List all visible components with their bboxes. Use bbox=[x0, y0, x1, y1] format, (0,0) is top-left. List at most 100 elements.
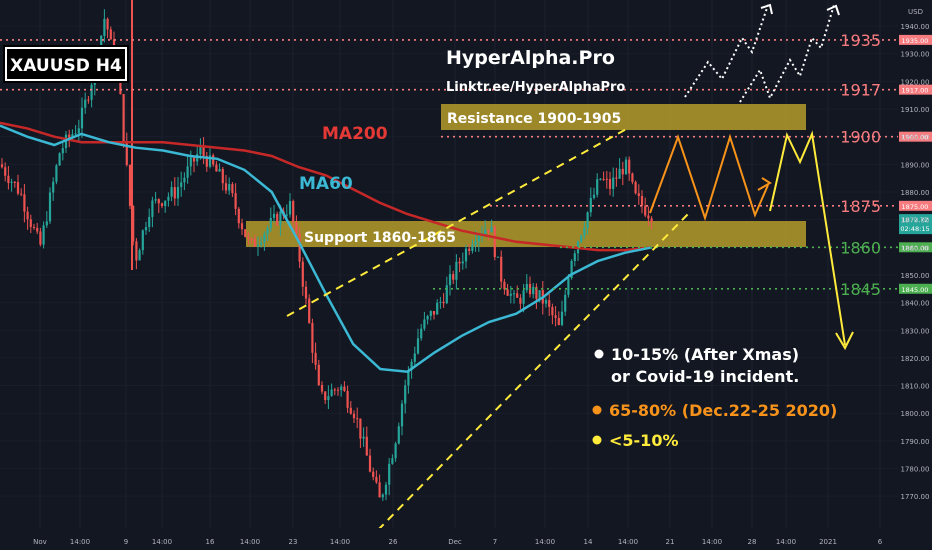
price-tick: 1870.00 bbox=[901, 217, 930, 225]
candle-body bbox=[71, 134, 74, 138]
candle-body bbox=[0, 164, 4, 168]
candle-body bbox=[484, 229, 487, 234]
candle-body bbox=[154, 199, 157, 201]
candle-body bbox=[148, 216, 151, 228]
level-tag-text-1845: 1845.00 bbox=[902, 286, 929, 294]
level-tag-1860 bbox=[899, 242, 932, 253]
candle-body bbox=[39, 231, 42, 245]
candle-body bbox=[637, 193, 640, 196]
candle-body bbox=[263, 233, 266, 243]
candle-body bbox=[180, 182, 183, 188]
candle-body bbox=[23, 194, 26, 212]
candle-body bbox=[231, 184, 234, 194]
candle-body bbox=[372, 471, 375, 477]
candle-body bbox=[477, 235, 480, 242]
candle-body bbox=[304, 286, 308, 299]
candle-body bbox=[224, 183, 228, 191]
watermark-title: HyperAlpha.Pro bbox=[446, 47, 615, 69]
candle-body bbox=[109, 29, 112, 40]
candle-body bbox=[138, 250, 141, 261]
orange-scenario-path bbox=[649, 133, 769, 222]
candle-body bbox=[388, 463, 391, 485]
time-axis: Nov 14:00 9 14:00 16 14:00 23 14:00 26 Dec 7 14:00 1… bbox=[0, 528, 932, 550]
time-tick: 14:00 bbox=[776, 538, 796, 546]
candle-body bbox=[333, 389, 336, 391]
level-label-1917: 1917 bbox=[840, 81, 881, 100]
watermark-link: Linktr.ee/HyperAlphaPro bbox=[446, 80, 625, 95]
candle-body bbox=[84, 99, 87, 108]
candle-body bbox=[442, 301, 445, 304]
candle-body bbox=[247, 236, 250, 239]
time-tick: 6 bbox=[878, 538, 883, 546]
candle-body bbox=[244, 229, 247, 237]
candle-body bbox=[608, 179, 612, 189]
candle-body bbox=[468, 248, 471, 251]
candle-body bbox=[580, 235, 583, 242]
candle-body bbox=[135, 241, 138, 261]
candle-body bbox=[269, 217, 272, 228]
lower-trendline bbox=[377, 211, 691, 531]
candle-body bbox=[544, 300, 548, 304]
symbol-label: XAUUSD H4 bbox=[10, 56, 122, 76]
candle-body bbox=[573, 253, 576, 261]
time-axis-bg bbox=[0, 528, 932, 550]
candle-body bbox=[567, 278, 570, 295]
candle-body bbox=[420, 328, 423, 339]
candle-body bbox=[55, 165, 58, 182]
candle-body bbox=[4, 167, 7, 176]
chart-grid bbox=[39, 0, 881, 528]
candle-body bbox=[365, 436, 368, 456]
candle-body bbox=[212, 155, 215, 165]
candle-body bbox=[640, 195, 644, 206]
candle-body bbox=[461, 261, 464, 264]
candle-body bbox=[228, 184, 231, 191]
candle-body bbox=[407, 370, 410, 386]
price-tick: 1880.00 bbox=[901, 189, 930, 197]
symbol-label-inner bbox=[7, 49, 125, 79]
price-tick: 1810.00 bbox=[901, 383, 930, 391]
price-tick: 1800.00 bbox=[901, 410, 930, 418]
time-tick: 14:00 bbox=[240, 538, 260, 546]
candle-body bbox=[458, 261, 461, 264]
scenario-2-dot bbox=[592, 405, 602, 415]
candle-body bbox=[352, 413, 356, 419]
scenario-1-text2: or Covid-19 incident. bbox=[611, 367, 799, 386]
candle-body bbox=[416, 338, 420, 354]
candle-body bbox=[42, 225, 45, 245]
candle-body bbox=[218, 169, 221, 172]
candle-body bbox=[170, 187, 173, 197]
candle-body bbox=[36, 227, 39, 232]
price-tick: 1780.00 bbox=[901, 466, 930, 474]
candle-body bbox=[253, 238, 256, 247]
candle-body bbox=[29, 219, 32, 228]
candle-body bbox=[624, 159, 628, 175]
time-tick: Nov bbox=[33, 538, 47, 546]
candle-body bbox=[221, 169, 224, 184]
candle-body bbox=[612, 177, 615, 189]
ma200-label: MA200 bbox=[322, 124, 388, 144]
candle-body bbox=[58, 153, 61, 166]
horizontal-levels: 1935 1917 1900 1875 1860 1845 bbox=[0, 31, 898, 299]
candle-body bbox=[330, 389, 333, 397]
time-tick: 14:00 bbox=[330, 538, 350, 546]
candle-body bbox=[77, 128, 80, 134]
candle-body bbox=[400, 403, 404, 427]
candle-body bbox=[464, 248, 468, 262]
candle-body bbox=[279, 211, 282, 226]
candle-body bbox=[602, 178, 605, 180]
candle-body bbox=[288, 200, 292, 215]
time-tick: 9 bbox=[124, 538, 128, 546]
level-label-1935: 1935 bbox=[840, 31, 881, 50]
level-label-1860: 1860 bbox=[840, 238, 881, 257]
candle-body bbox=[592, 194, 596, 198]
time-tick: 14:00 bbox=[618, 538, 638, 546]
candle-body bbox=[237, 208, 240, 224]
price-tick: 1770.00 bbox=[901, 493, 930, 501]
time-tick: 28 bbox=[748, 538, 757, 546]
price-tick: 1850.00 bbox=[901, 272, 930, 280]
candle-body bbox=[125, 141, 128, 165]
candle-body bbox=[52, 181, 55, 193]
candle-body bbox=[596, 179, 599, 195]
resistance-zone bbox=[441, 104, 806, 130]
